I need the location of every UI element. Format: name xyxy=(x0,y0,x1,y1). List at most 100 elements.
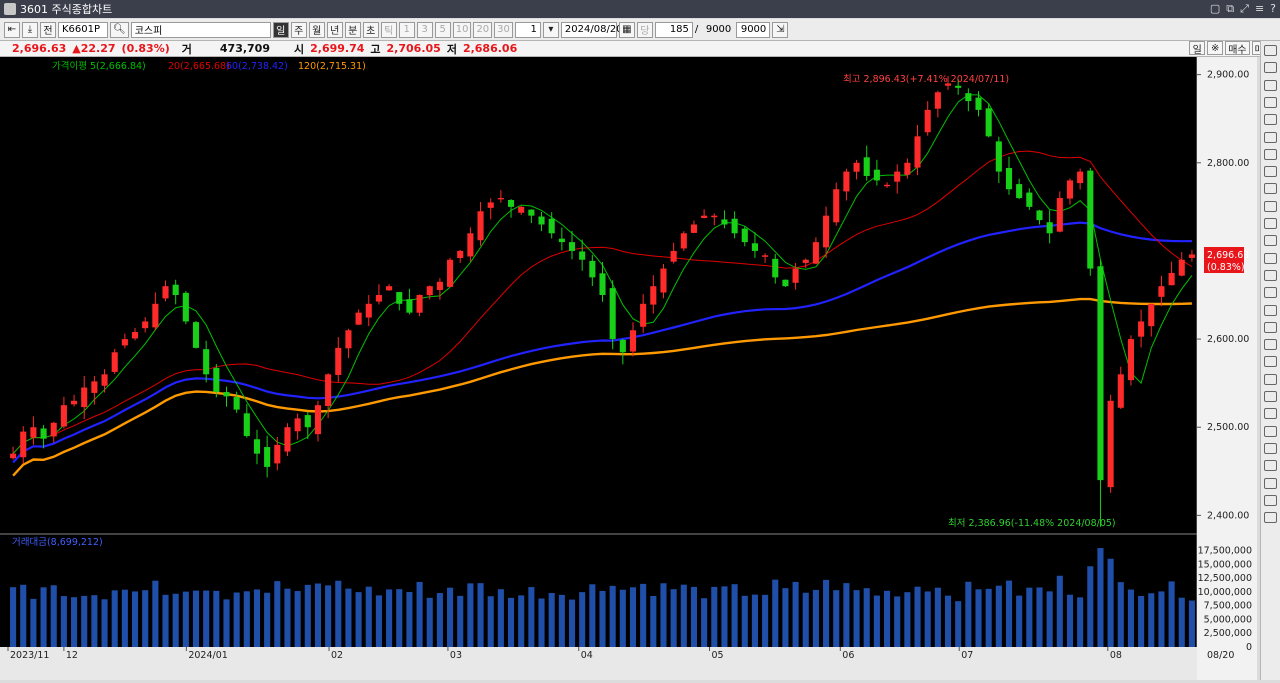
y-tick-label: 2,400.00 xyxy=(1207,510,1249,521)
chart-toolbar: ⇤ ⤓ 전 K6601P 🔍︎ 코스피 일 주 월 년 분 초 틱 1 3 5 … xyxy=(0,19,1280,41)
circle-icon[interactable] xyxy=(1264,425,1277,437)
undo-icon[interactable] xyxy=(1264,218,1277,229)
volume-bar xyxy=(965,581,972,647)
gann-icon[interactable] xyxy=(1264,477,1277,489)
pen-icon[interactable] xyxy=(1264,269,1277,281)
price-tag-pct: (0.83%) xyxy=(1207,262,1245,273)
tick-1[interactable]: 1 xyxy=(398,21,415,38)
ratio-button[interactable]: 당 xyxy=(636,21,653,38)
count-input[interactable]: 1 xyxy=(514,21,541,38)
candle-body xyxy=(721,219,728,225)
volume-bar xyxy=(762,594,769,647)
tick-20[interactable]: 20 xyxy=(473,21,493,38)
low-label: 저 xyxy=(446,42,457,56)
x-tick-label: 2023/11 xyxy=(10,650,49,661)
period-day[interactable]: 일 xyxy=(272,21,289,38)
help-icon[interactable]: ? xyxy=(1270,2,1276,15)
daily-button[interactable]: 일 xyxy=(1189,41,1206,56)
candle-body xyxy=(660,268,667,293)
candle-body xyxy=(762,255,769,257)
price-chart[interactable]: 2,900.00 2,800.00 2,600.00 2,500.00 2,400.00… xyxy=(0,57,1257,680)
volume-bar xyxy=(121,589,128,647)
period-tick[interactable]: 틱 xyxy=(380,21,397,38)
candle-body xyxy=(955,85,962,88)
fib-icon[interactable] xyxy=(1264,460,1277,472)
ray-icon[interactable] xyxy=(1264,356,1277,368)
maximize-icon[interactable]: ⤢ xyxy=(1240,2,1249,15)
period-week[interactable]: 주 xyxy=(290,21,307,38)
text-icon[interactable] xyxy=(1264,391,1277,402)
view-count-input[interactable]: 185 xyxy=(654,21,693,38)
menu-icon[interactable]: ≡ xyxy=(1254,2,1265,15)
angle-icon[interactable] xyxy=(1264,321,1277,333)
settings-icon[interactable] xyxy=(1264,512,1277,524)
code-input[interactable]: K6601P xyxy=(58,21,108,38)
search-icon[interactable]: 🔍︎ xyxy=(110,21,129,38)
download-icon[interactable]: ⤓ xyxy=(22,21,38,38)
volume-bar xyxy=(1066,594,1074,647)
prev-icon[interactable]: ⇤ xyxy=(4,21,20,38)
volume-bar xyxy=(863,588,870,647)
chevron-down-icon[interactable]: ▾ xyxy=(542,21,559,38)
chart-type-icon[interactable] xyxy=(1264,62,1277,74)
legend-ma60: 60(2,738.42) xyxy=(226,61,288,72)
refresh-icon[interactable] xyxy=(1264,45,1277,56)
vertical-icon[interactable] xyxy=(1264,304,1277,316)
tick-5[interactable]: 5 xyxy=(434,21,451,38)
open-value: 2,699.74 xyxy=(310,42,365,55)
period-year[interactable]: 년 xyxy=(326,21,343,38)
window-title: 3601 주식종합차트 xyxy=(20,3,113,16)
tick-10[interactable]: 10 xyxy=(452,21,472,38)
cross-icon[interactable] xyxy=(1264,131,1277,143)
max-input[interactable]: 9000 xyxy=(736,21,771,38)
redo-icon[interactable] xyxy=(1264,235,1277,247)
auto-icon[interactable] xyxy=(1264,96,1277,108)
magnify-icon[interactable] xyxy=(1264,252,1277,264)
settings-icon[interactable]: ※ xyxy=(1207,41,1224,55)
period-minute[interactable]: 분 xyxy=(344,21,361,38)
candle-body xyxy=(182,292,189,322)
volume-bar xyxy=(152,580,159,647)
volume-bar xyxy=(1178,597,1185,647)
box-icon[interactable] xyxy=(1264,166,1277,178)
name-input[interactable]: 코스피 xyxy=(130,21,271,38)
rectangle-icon[interactable] xyxy=(1264,408,1277,420)
candle-body xyxy=(812,242,819,264)
trendline-icon[interactable] xyxy=(1264,114,1277,126)
calendar-icon[interactable]: ▦ xyxy=(618,21,635,38)
restore-icon[interactable]: ⧉ xyxy=(1226,2,1235,15)
line-icon[interactable] xyxy=(1264,339,1277,351)
pin-icon[interactable]: ▢ xyxy=(1209,2,1221,15)
zoom-icon[interactable] xyxy=(1264,183,1277,195)
period-second[interactable]: 초 xyxy=(362,21,379,38)
x-end-label: 08/20 xyxy=(1207,650,1234,661)
candle-body xyxy=(995,141,1002,172)
buy-button[interactable]: 매수 xyxy=(1225,41,1250,56)
candle-body xyxy=(823,215,830,248)
volume-bar xyxy=(894,596,901,647)
all-button[interactable]: 전 xyxy=(40,21,56,38)
x-tick-label: 08 xyxy=(1110,650,1122,661)
period-month[interactable]: 월 xyxy=(308,21,325,38)
apply-icon[interactable]: ⇲ xyxy=(772,21,789,38)
layout-icon[interactable] xyxy=(1264,200,1277,212)
candle-body xyxy=(1036,210,1043,221)
delete-icon[interactable] xyxy=(1264,494,1277,506)
indicator-icon[interactable] xyxy=(1264,79,1277,91)
volume-bar xyxy=(213,590,220,647)
tick-3[interactable]: 3 xyxy=(416,21,433,38)
volume-bar xyxy=(629,587,637,647)
tick-30[interactable]: 30 xyxy=(494,21,513,38)
volume-bar xyxy=(497,589,504,647)
wave-icon[interactable] xyxy=(1264,148,1277,160)
volume-bar xyxy=(436,593,443,647)
volume-bar xyxy=(314,583,322,647)
volume-bar xyxy=(741,595,748,647)
channel-icon[interactable] xyxy=(1264,373,1277,385)
high-value: 2,706.05 xyxy=(386,42,441,55)
triangle-icon[interactable] xyxy=(1264,442,1277,454)
candle-body xyxy=(873,169,880,181)
horizontal-icon[interactable] xyxy=(1264,287,1277,299)
chart-area[interactable]: 2,900.00 2,800.00 2,600.00 2,500.00 2,400.00… xyxy=(0,57,1257,680)
date-input[interactable]: 2024/08/20 xyxy=(560,21,623,38)
